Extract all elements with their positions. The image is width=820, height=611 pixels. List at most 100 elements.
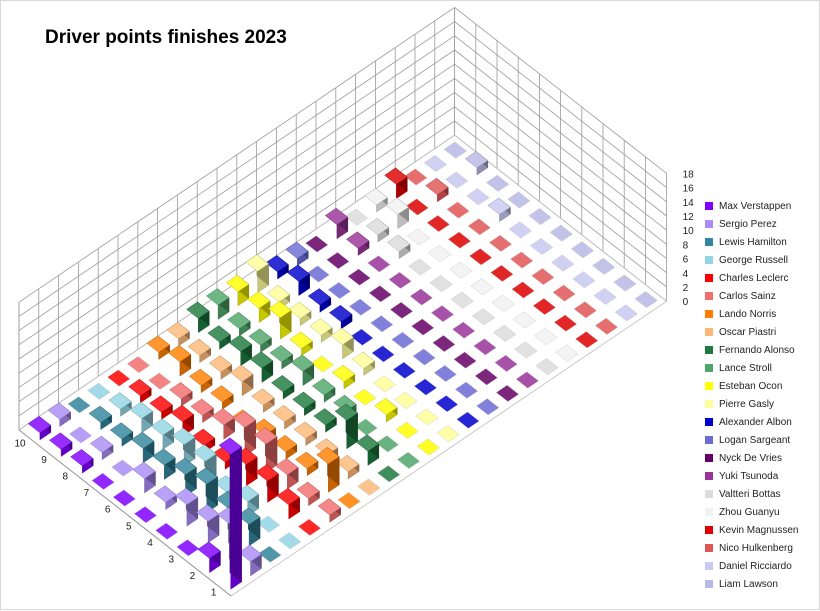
bar-face-top — [49, 432, 73, 450]
bar — [406, 228, 431, 246]
bar — [251, 388, 275, 413]
z-tick-label: 2 — [683, 283, 689, 294]
bar-base — [528, 207, 552, 226]
bar-face-top — [228, 334, 252, 352]
position-axis-line — [18, 429, 232, 597]
bar — [309, 318, 333, 343]
bar-face-top — [374, 398, 398, 416]
bar — [434, 395, 459, 413]
bar — [593, 287, 617, 305]
bar — [67, 396, 91, 414]
bar — [272, 404, 296, 430]
legend-swatch — [705, 238, 713, 246]
legend-label: Esteban Ocon — [719, 380, 783, 392]
bar-base — [453, 351, 477, 369]
bar-base — [594, 317, 619, 335]
position-label: 10 — [14, 438, 26, 449]
bar — [254, 427, 278, 473]
bar-base — [570, 241, 595, 259]
bar-base — [494, 354, 518, 373]
bar — [327, 281, 352, 300]
legend-label: Oscar Piastri — [719, 326, 777, 338]
legend-entry: Zhou Guanyu — [705, 503, 817, 521]
bar — [416, 438, 441, 456]
bar — [126, 356, 151, 374]
bar-face-top — [324, 207, 349, 225]
bar — [423, 154, 448, 173]
bar-base — [451, 321, 476, 339]
bar — [449, 261, 473, 279]
bar — [169, 381, 193, 407]
bar-face-top — [131, 431, 155, 449]
legend-entry: Lewis Hamilton — [705, 233, 817, 251]
legend-label: Charles Leclerc — [719, 272, 789, 284]
bar-face-top — [196, 504, 220, 522]
bar-base — [495, 384, 520, 402]
bar-face-top — [275, 458, 299, 476]
bar-base — [352, 388, 377, 406]
bar — [310, 355, 335, 373]
legend-swatch — [705, 436, 713, 444]
bar — [228, 334, 252, 367]
legend-entry: Yuki Tsunoda — [705, 467, 817, 485]
bar — [268, 300, 292, 340]
bar — [474, 368, 499, 386]
legend-entry: George Russell — [705, 251, 817, 269]
bar-base — [372, 375, 397, 393]
bar-base — [368, 285, 393, 303]
bar — [528, 207, 552, 226]
bar-face-top — [90, 435, 114, 453]
bar — [297, 518, 322, 536]
bar — [306, 265, 330, 283]
bar-base — [456, 411, 480, 429]
bar-base — [531, 267, 555, 286]
bar-base — [430, 305, 455, 323]
legend-label: Max Verstappen — [719, 200, 792, 212]
bar — [329, 304, 353, 330]
bar — [174, 487, 199, 527]
bar — [529, 237, 554, 256]
bar-base — [310, 355, 335, 373]
bar-face-top — [193, 444, 217, 462]
position-label: 8 — [62, 472, 68, 483]
bar-face-top — [27, 416, 52, 434]
position-axis-labels: 1 2 3 4 5 6 7 8 9 10 — [14, 438, 216, 598]
position-label: 4 — [147, 538, 153, 549]
z-tick-label: 10 — [683, 226, 695, 237]
bar — [208, 355, 233, 380]
bar — [206, 288, 230, 320]
bar-face-top — [425, 177, 449, 196]
bar — [454, 381, 479, 399]
legend-swatch — [705, 256, 713, 264]
bar-base — [470, 278, 494, 296]
z-tick-label: 8 — [683, 240, 689, 251]
bar — [330, 327, 354, 360]
legend-swatch — [705, 274, 713, 282]
bar — [468, 248, 493, 266]
legend-swatch — [705, 328, 713, 336]
bar — [324, 207, 349, 240]
legend-swatch — [705, 580, 713, 588]
bar — [313, 408, 337, 433]
legend: Max Verstappen Sergio Perez Lewis Hamilton… — [705, 197, 817, 593]
chart-title: Driver points finishes 2023 — [45, 27, 287, 48]
bar — [70, 448, 94, 474]
bar — [573, 301, 598, 319]
legend-entry: Nico Hulkenberg — [705, 539, 817, 557]
bar — [495, 384, 520, 402]
bar — [591, 257, 616, 275]
bar-face-top — [286, 264, 310, 282]
legend-swatch — [705, 220, 713, 228]
bar — [292, 391, 316, 416]
bar — [614, 304, 639, 322]
bar-base — [91, 472, 115, 490]
bar — [131, 431, 155, 464]
legend-label: Alexander Albon — [719, 416, 792, 428]
bar-face-top — [128, 378, 152, 397]
legend-entry: Pierre Gasly — [705, 395, 817, 413]
legend-entry: Charles Leclerc — [705, 269, 817, 287]
bar-base — [423, 154, 448, 173]
bar-base — [126, 356, 151, 374]
position-label: 3 — [168, 555, 174, 566]
